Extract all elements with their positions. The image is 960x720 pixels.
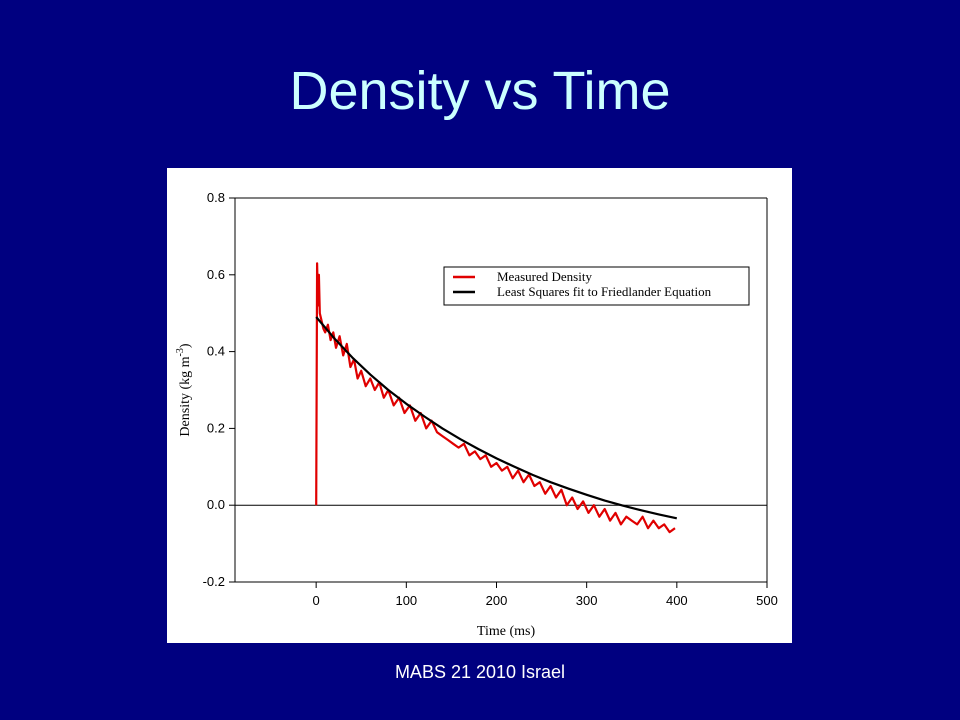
legend-box [443,266,750,306]
tick-layer: -0.2 0.0 0.2 0.4 0.6 0.8 0 100 200 300 400 500 [203,190,778,608]
y-axis-label-sup: -3 [175,348,186,356]
x-tick-label: 500 [756,593,778,608]
x-tick-label: 100 [395,593,417,608]
x-tick-label: 200 [486,593,508,608]
y-tick-label: 0.2 [207,420,225,435]
legend-label-fit: Least Squares fit to Friedlander Equatio… [497,284,712,299]
x-axis-label: Time (ms) [477,624,536,639]
legend-label-measured: Measured Density [497,269,592,284]
y-tick-label: 0.6 [207,267,225,282]
y-tick-label: -0.2 [203,574,225,589]
measured-density-series [315,262,676,534]
y-tick-label: 0.4 [207,344,225,359]
svg-text:Density (kg m-3): Density (kg m-3) [175,343,193,436]
density-chart: -0.2 0.0 0.2 0.4 0.6 0.8 0 100 200 300 400 500 Time… [175,190,778,639]
x-tick-label: 300 [576,593,598,608]
y-tick-label: 0.8 [207,190,225,205]
chart-container: -0.2 0.0 0.2 0.4 0.6 0.8 0 100 200 300 400 500 Time… [167,168,792,643]
y-axis-label-main: Density (kg m [178,356,193,436]
y-axis-label: Density (kg m-3) [175,343,193,436]
series-layer [315,262,678,534]
slide-title: Density vs Time [289,61,671,121]
friedlander-fit-series [315,316,678,520]
x-tick-label: 400 [666,593,688,608]
y-axis-label-close: ) [178,343,193,348]
legend: Measured Density Least Squares fit to Fr… [443,266,750,306]
slide-footer: MABS 21 2010 Israel [394,662,566,682]
x-tick-label: 0 [313,593,320,608]
y-tick-label: 0.0 [207,497,225,512]
axes [234,197,768,583]
